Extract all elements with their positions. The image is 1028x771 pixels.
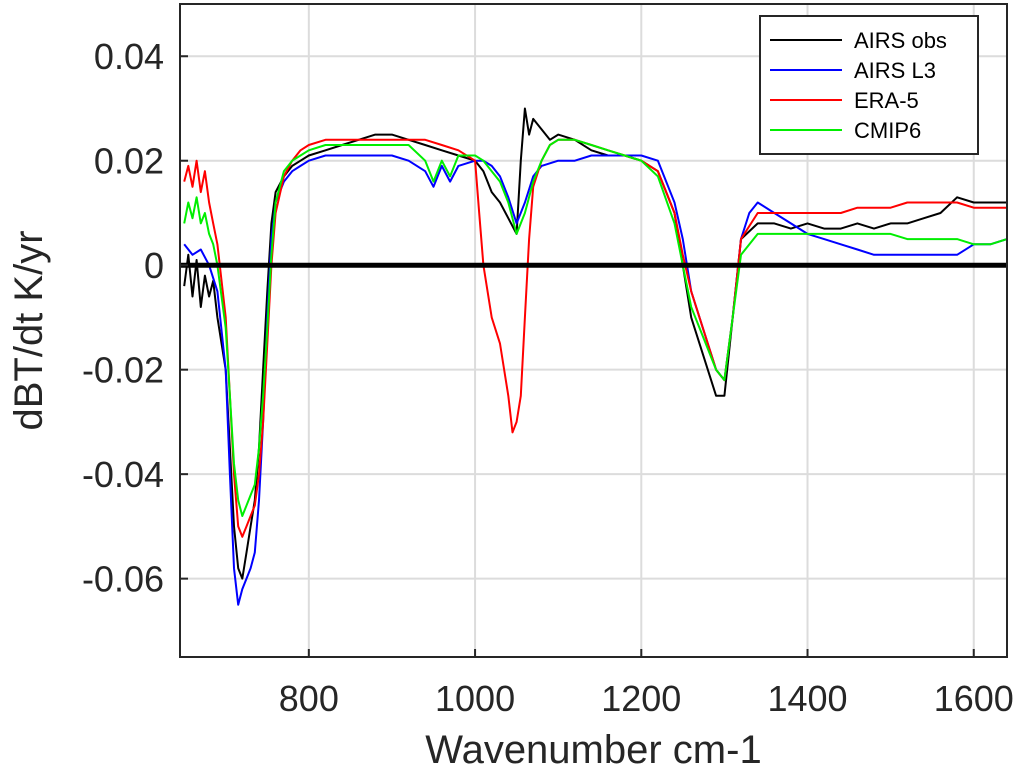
x-tick-label: 1400 xyxy=(767,678,847,719)
series-line-1 xyxy=(183,154,1007,606)
x-axis-label: Wavenumber cm-1 xyxy=(425,728,761,771)
legend-label: CMIP6 xyxy=(854,118,921,143)
x-tick-label: 1000 xyxy=(435,678,515,719)
legend-label: AIRS L3 xyxy=(854,58,936,83)
y-tick-label: 0.02 xyxy=(94,141,164,182)
y-tick-label: -0.06 xyxy=(82,559,164,600)
x-tick-label: 800 xyxy=(279,678,339,719)
y-tick-label: 0.04 xyxy=(94,36,164,77)
ticks xyxy=(180,55,975,657)
x-tick-label: 1600 xyxy=(934,678,1014,719)
x-tick-label: 1200 xyxy=(601,678,681,719)
grid xyxy=(180,4,1007,657)
y-tick-label: 0 xyxy=(144,245,164,286)
legend-entries: AIRS obs AIRS L3 ERA-5 CMIP6 xyxy=(770,28,947,143)
series-line-2 xyxy=(183,138,1007,538)
series-layer xyxy=(183,107,1007,606)
series-line-3 xyxy=(183,138,1007,517)
y-tick-label: -0.04 xyxy=(82,454,164,495)
plot-frame xyxy=(179,3,1008,658)
y-tick-label: -0.02 xyxy=(82,350,164,391)
series-line-0 xyxy=(183,107,1007,580)
tick-labels: 800 1000 1200 1400 1600 0.04 0.02 0 -0.02 -0.04 -0… xyxy=(82,36,1014,719)
legend-label: AIRS obs xyxy=(854,28,947,53)
legend-label: ERA-5 xyxy=(854,88,919,113)
legend: AIRS obs AIRS L3 ERA-5 CMIP6 xyxy=(759,15,979,155)
y-axis-label: dBT/dt K/yr xyxy=(7,230,51,430)
